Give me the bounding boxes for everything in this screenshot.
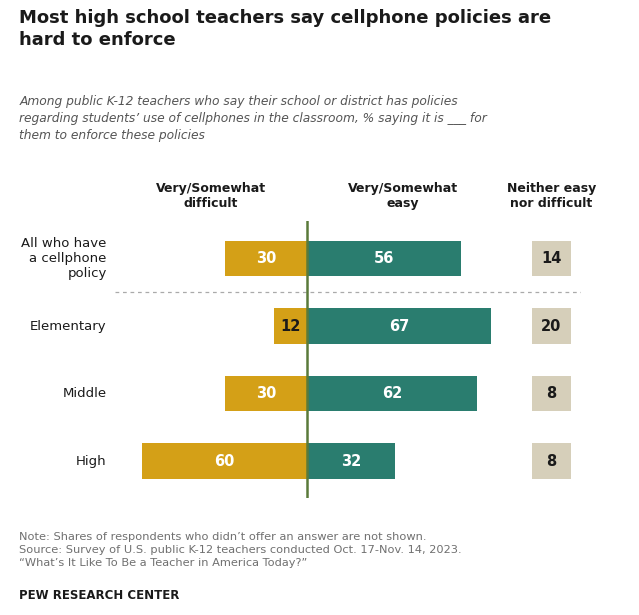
FancyBboxPatch shape: [532, 309, 571, 344]
Text: 20: 20: [541, 319, 562, 333]
Text: 62: 62: [382, 386, 403, 401]
Text: 14: 14: [541, 251, 562, 266]
Bar: [142, 443, 307, 478]
Bar: [225, 241, 307, 276]
Text: Very/Somewhat
easy: Very/Somewhat easy: [348, 182, 458, 210]
Text: 32: 32: [341, 453, 361, 469]
FancyBboxPatch shape: [532, 443, 571, 478]
Bar: [307, 443, 395, 478]
Bar: [307, 241, 461, 276]
Text: 67: 67: [389, 319, 409, 333]
Text: 60: 60: [215, 453, 235, 469]
Text: Very/Somewhat
difficult: Very/Somewhat difficult: [156, 182, 266, 210]
Bar: [307, 309, 491, 344]
Text: Note: Shares of respondents who didn’t offer an answer are not shown.
Source: Su: Note: Shares of respondents who didn’t o…: [19, 532, 462, 568]
Text: 8: 8: [546, 453, 557, 469]
FancyBboxPatch shape: [532, 241, 571, 276]
FancyBboxPatch shape: [532, 376, 571, 411]
Bar: [307, 376, 477, 411]
Text: Most high school teachers say cellphone policies are
hard to enforce: Most high school teachers say cellphone …: [19, 9, 551, 49]
Text: Neither easy
nor difficult: Neither easy nor difficult: [507, 182, 596, 210]
Text: 56: 56: [374, 251, 394, 266]
Text: 8: 8: [546, 386, 557, 401]
Bar: [225, 376, 307, 411]
Text: Among public K-12 teachers who say their school or district has policies
regardi: Among public K-12 teachers who say their…: [19, 95, 487, 142]
Bar: [274, 309, 307, 344]
Text: 30: 30: [256, 386, 276, 401]
Text: PEW RESEARCH CENTER: PEW RESEARCH CENTER: [19, 589, 180, 602]
Text: 12: 12: [281, 319, 301, 333]
Text: 30: 30: [256, 251, 276, 266]
